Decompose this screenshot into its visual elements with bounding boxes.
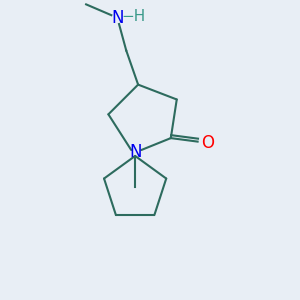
- Text: −H: −H: [122, 9, 146, 24]
- Text: O: O: [201, 134, 214, 152]
- Text: N: N: [111, 9, 124, 27]
- Text: N: N: [129, 143, 141, 161]
